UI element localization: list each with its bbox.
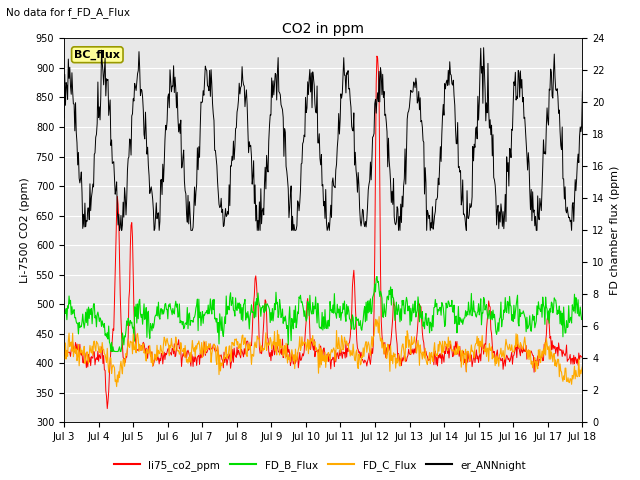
Y-axis label: FD chamber flux (ppm): FD chamber flux (ppm)	[610, 166, 620, 295]
Title: CO2 in ppm: CO2 in ppm	[282, 22, 364, 36]
Text: BC_flux: BC_flux	[74, 49, 120, 60]
Text: No data for f_FD_A_Flux: No data for f_FD_A_Flux	[6, 7, 131, 18]
Y-axis label: Li-7500 CO2 (ppm): Li-7500 CO2 (ppm)	[20, 178, 30, 283]
Legend: li75_co2_ppm, FD_B_Flux, FD_C_Flux, er_ANNnight: li75_co2_ppm, FD_B_Flux, FD_C_Flux, er_A…	[109, 456, 531, 475]
